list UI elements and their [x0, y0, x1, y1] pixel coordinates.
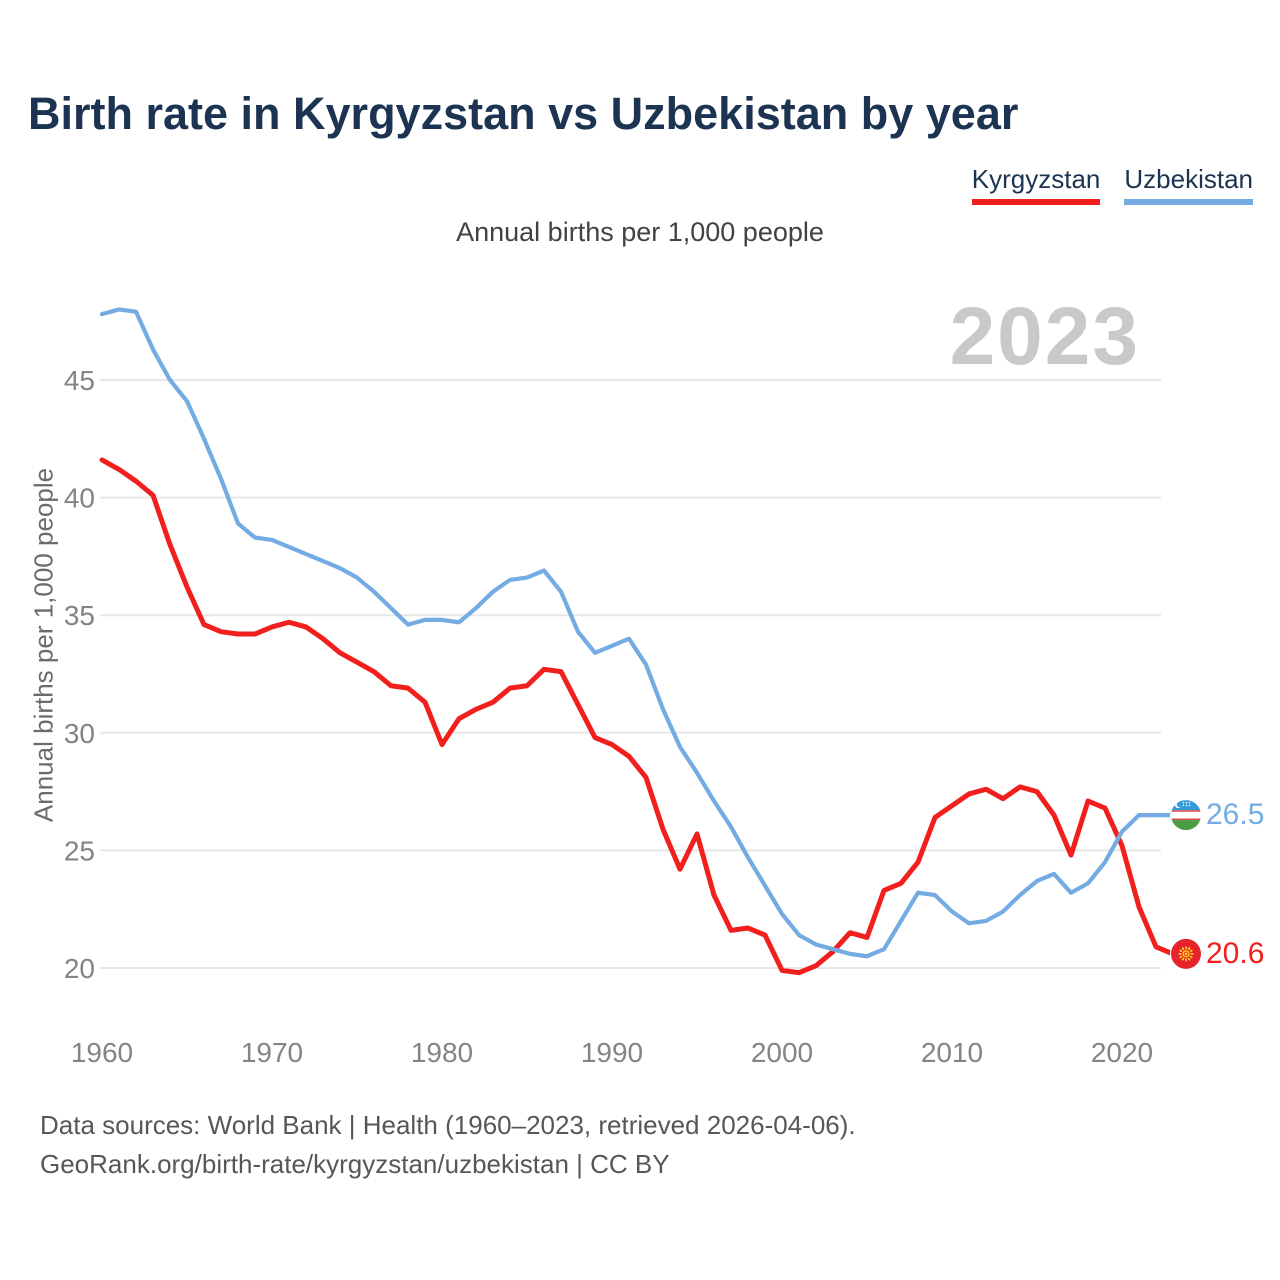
x-tick-label: 1990: [581, 1037, 643, 1068]
x-tick-label: 2000: [751, 1037, 813, 1068]
legend: Kyrgyzstan Uzbekistan: [971, 164, 1253, 205]
gridlines: [100, 379, 1161, 969]
y-tick-label: 40: [64, 483, 95, 514]
uzbekistan-line: [99, 307, 1176, 959]
x-tick-label: 1960: [71, 1037, 133, 1068]
page-title: Birth rate in Kyrgyzstan vs Uzbekistan b…: [28, 88, 1019, 139]
y-tick-label: 20: [64, 953, 95, 984]
kyrgyzstan-flag-icon: [1170, 937, 1202, 970]
kyrgyzstan-line: [99, 457, 1176, 976]
y-axis-title: Annual births per 1,000 people: [28, 467, 59, 823]
legend-item-kyrgyzstan[interactable]: Kyrgyzstan: [971, 164, 1101, 205]
y-tick-label: 35: [64, 600, 95, 631]
x-tick-label: 1980: [411, 1037, 473, 1068]
sun-rays: [1178, 946, 1194, 962]
legend-underline: [1124, 199, 1253, 205]
uzbekistan-flag-icon: [1170, 799, 1202, 832]
chart-subtitle: Annual births per 1,000 people: [456, 217, 824, 247]
year-watermark: 2023: [949, 291, 1140, 382]
x-tick-label: 1970: [241, 1037, 303, 1068]
x-tick-label: 2020: [1091, 1037, 1153, 1068]
x-tick-label: 2010: [921, 1037, 983, 1068]
kyrgyzstan-end-value: 20.6: [1206, 936, 1265, 970]
legend-underline: [971, 199, 1101, 205]
y-tick-label: 45: [64, 365, 95, 396]
x-axis-tick-labels: 1960 1970 1980 1990 2000 2010 2020: [71, 1037, 1153, 1068]
legend-item-uzbekistan[interactable]: Uzbekistan: [1124, 164, 1253, 205]
uzbekistan-end-value: 26.5: [1206, 798, 1265, 832]
footer-attribution-url: GeoRank.org/birth-rate/kyrgyzstan/uzbeki…: [40, 1149, 670, 1179]
legend-label: Kyrgyzstan: [971, 164, 1101, 194]
legend-label: Uzbekistan: [1124, 164, 1253, 194]
y-tick-label: 30: [64, 718, 95, 749]
data-series: [99, 307, 1176, 976]
footer: Data sources: World Bank | Health (1960–…: [40, 1106, 856, 1184]
footer-data-sources: Data sources: World Bank | Health (1960–…: [40, 1110, 856, 1140]
y-tick-label: 25: [64, 835, 95, 866]
y-axis-tick-labels: 20 25 30 35 40 45: [64, 365, 95, 984]
